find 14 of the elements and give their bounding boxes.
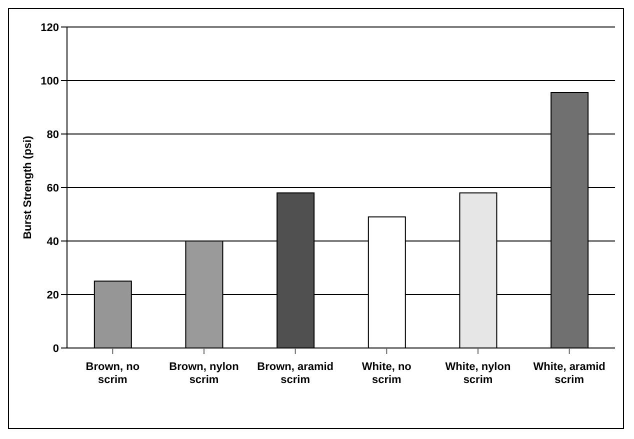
y-tick-label: 60 xyxy=(46,182,59,194)
x-tick-label: White, no scrim xyxy=(362,361,412,386)
x-tick-label: White, nylon scrim xyxy=(445,361,511,386)
y-tick-label: 120 xyxy=(40,22,59,34)
y-tick-label: 40 xyxy=(46,236,59,248)
y-tick-label: 80 xyxy=(46,128,59,141)
y-tick-label: 100 xyxy=(40,75,59,88)
x-tick-label: Brown, no scrim xyxy=(86,361,140,386)
y-tick-label: 0 xyxy=(52,342,59,355)
x-tick-label: Brown, aramid scrim xyxy=(257,361,334,386)
y-axis-title: Burst Strength (psi) xyxy=(22,136,34,240)
y-tick-label: 20 xyxy=(46,289,59,302)
x-tick-label: Brown, nylon scrim xyxy=(169,361,240,386)
x-tick-label: White, aramid scrim xyxy=(533,361,606,386)
